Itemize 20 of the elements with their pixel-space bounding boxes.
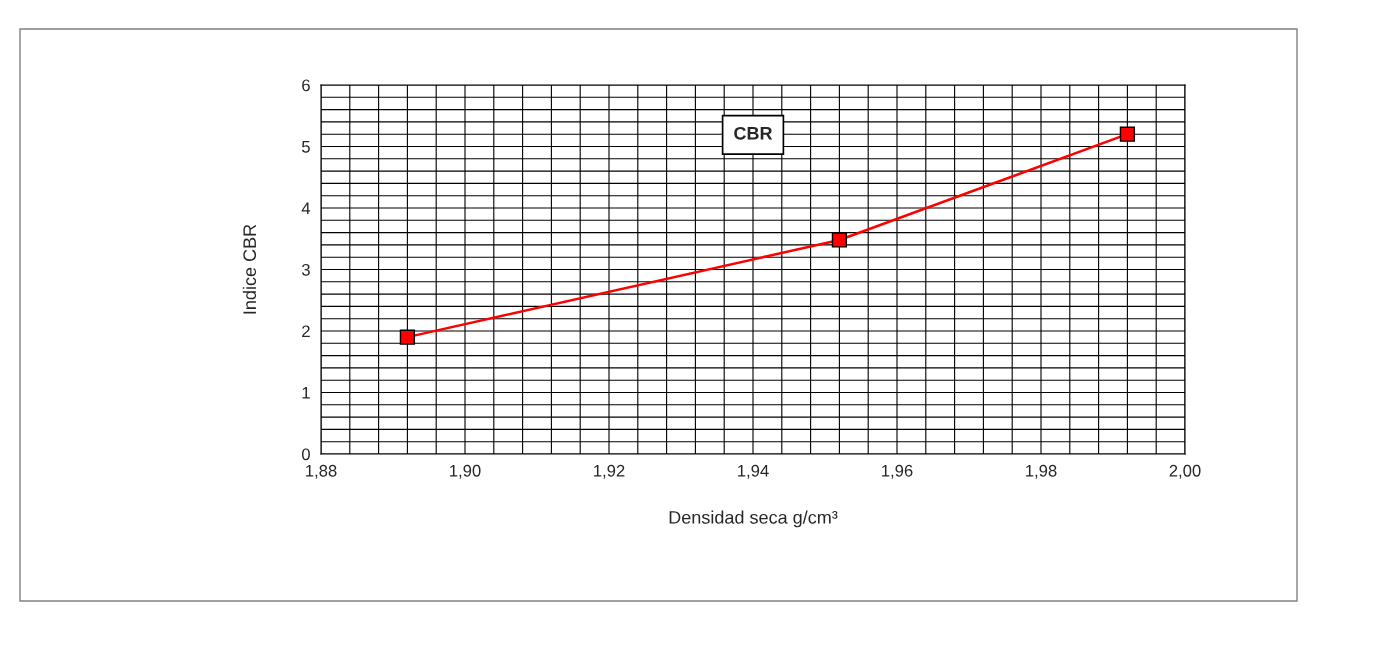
- y-axis-title: Indice CBR: [242, 224, 257, 314]
- x-axis-title: Densidad seca g/cm³: [669, 510, 838, 528]
- point: [831, 232, 848, 248]
- point: [399, 329, 416, 345]
- y-tick-label: 1: [302, 387, 310, 399]
- x-tick-label: 1,94: [738, 464, 769, 479]
- x-tick-label: 1,88: [306, 464, 337, 479]
- x-tick-label: 2,00: [1169, 464, 1201, 479]
- text: CBR: [734, 126, 773, 140]
- y-tick-label: 5: [301, 141, 310, 153]
- y-tick-label: 0: [301, 448, 310, 461]
- x-tick-label: 1,90: [450, 464, 481, 479]
- y-tick-label: 6: [302, 79, 310, 92]
- x-tick-label: 1,98: [1026, 464, 1057, 479]
- x-tick-label: 1,92: [594, 464, 625, 479]
- x-tick-label: 1,96: [882, 464, 913, 479]
- point: [1119, 126, 1136, 142]
- y-tick-label: 3: [301, 263, 310, 276]
- y-tick-label: 4: [301, 202, 311, 215]
- y-tick-label: 2: [302, 325, 310, 338]
